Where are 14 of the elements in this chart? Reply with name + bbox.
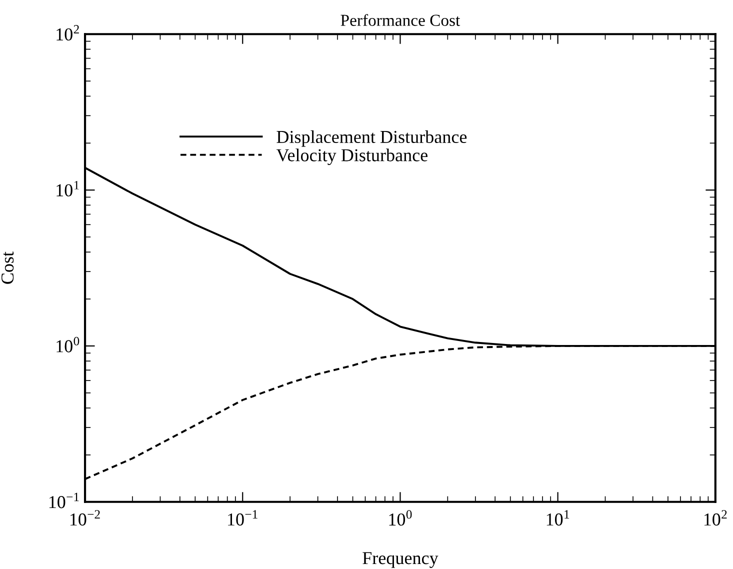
y-tick-label: 10$^{0}$ <box>56 336 80 352</box>
x-tick-label: 10$^{−1}$ <box>228 510 258 526</box>
legend-label: Velocity Disturbance <box>276 148 428 166</box>
y-tick-label: 10$^{−1}$ <box>49 492 79 508</box>
x-tick-label: 10$^{1}$ <box>546 510 570 526</box>
legend-label: Displacement Disturbance <box>276 130 467 147</box>
x-tick-label: 10$^{2}$ <box>704 510 727 526</box>
y-tick-label: 10$^{1}$ <box>56 180 79 196</box>
y-axis-title: Cost <box>1 252 14 284</box>
y-tick-label: 10$^{2}$ <box>56 25 79 41</box>
chart-title: Performance Cost <box>340 14 460 26</box>
x-tick-label: 10$^{−2}$ <box>70 510 100 526</box>
x-tick-label: 10$^{0}$ <box>389 510 412 526</box>
x-axis-title: Frequency <box>362 552 438 568</box>
